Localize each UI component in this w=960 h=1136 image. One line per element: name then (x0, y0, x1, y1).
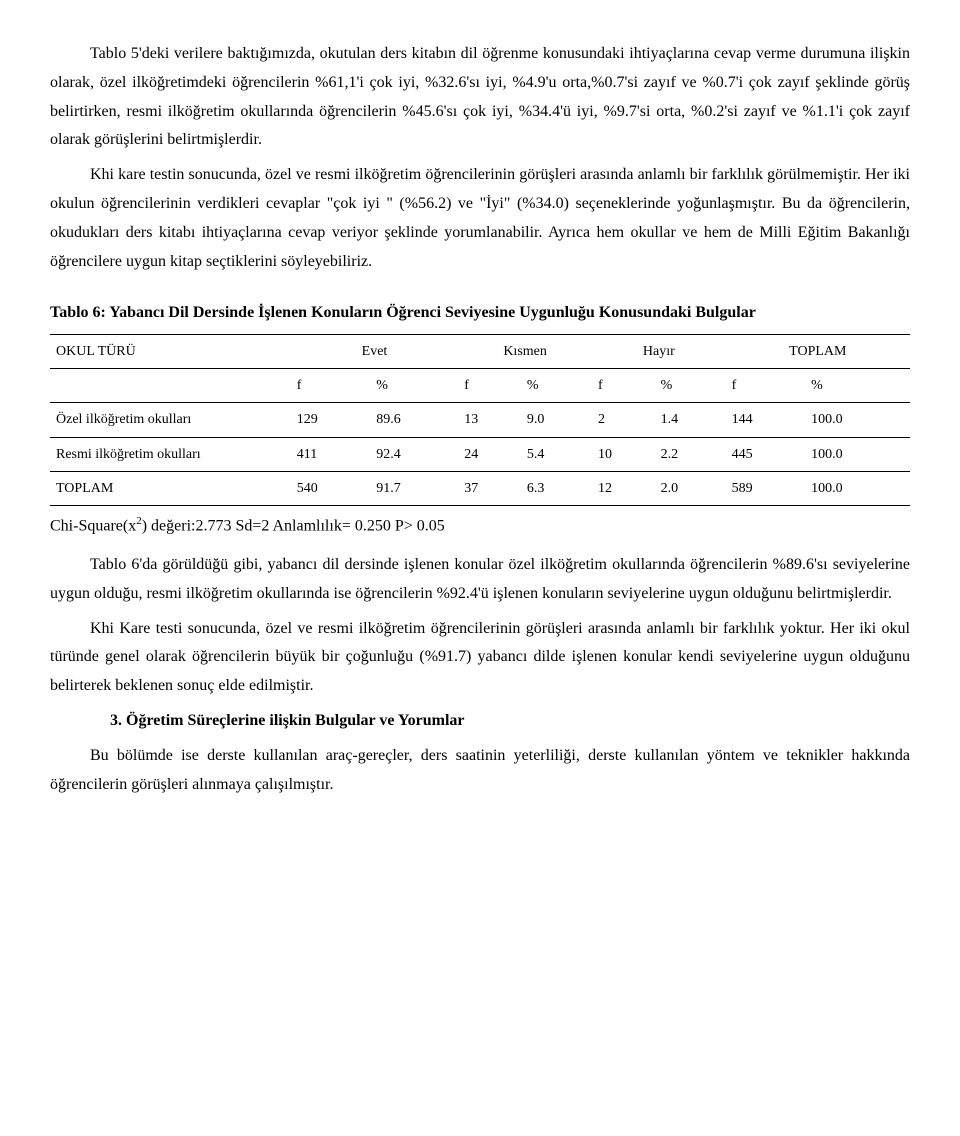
cell: 144 (726, 403, 805, 437)
table-6: OKUL TÜRÜ Evet Kısmen Hayır TOPLAM f % f… (50, 334, 910, 506)
table-6-title: Tablo 6: Yabancı Dil Dersinde İşlenen Ko… (50, 300, 910, 326)
total-label: TOPLAM (50, 471, 291, 505)
paragraph-3: Tablo 6'da görüldüğü gibi, yabancı dil d… (50, 551, 910, 609)
cell: 5.4 (521, 437, 592, 471)
paragraph-2: Khi kare testin sonucunda, özel ve resmi… (50, 161, 910, 276)
cell: 92.4 (370, 437, 458, 471)
cell: 37 (458, 471, 521, 505)
cell: 24 (458, 437, 521, 471)
paragraph-5: Bu bölümde ise derste kullanılan araç-ge… (50, 742, 910, 800)
col-school: OKUL TÜRÜ (50, 334, 291, 368)
cell: 2.2 (655, 437, 726, 471)
cell: 89.6 (370, 403, 458, 437)
section-3-heading: 3. Öğretim Süreçlerine ilişkin Bulgular … (50, 707, 910, 736)
cell: 9.0 (521, 403, 592, 437)
cell: 100.0 (805, 403, 910, 437)
sub-f: f (291, 369, 370, 403)
col-evet: Evet (291, 334, 458, 368)
cell: 10 (592, 437, 655, 471)
sub-f: f (592, 369, 655, 403)
table-header-row: OKUL TÜRÜ Evet Kısmen Hayır TOPLAM (50, 334, 910, 368)
sub-pct: % (521, 369, 592, 403)
cell: 100.0 (805, 471, 910, 505)
cell: 6.3 (521, 471, 592, 505)
cell: 540 (291, 471, 370, 505)
sub-f: f (726, 369, 805, 403)
cell: 2.0 (655, 471, 726, 505)
row-label: Özel ilköğretim okulları (50, 403, 291, 437)
cell: 445 (726, 437, 805, 471)
cell: 91.7 (370, 471, 458, 505)
paragraph-1: Tablo 5'deki verilere baktığımızda, okut… (50, 40, 910, 155)
sub-pct: % (805, 369, 910, 403)
cell: 100.0 (805, 437, 910, 471)
cell: 2 (592, 403, 655, 437)
cell: 129 (291, 403, 370, 437)
sub-pct: % (655, 369, 726, 403)
col-toplam: TOPLAM (726, 334, 910, 368)
cell: 13 (458, 403, 521, 437)
paragraph-4: Khi Kare testi sonucunda, özel ve resmi … (50, 615, 910, 701)
row-label: Resmi ilköğretim okulları (50, 437, 291, 471)
table-subheader-row: f % f % f % f % (50, 369, 910, 403)
cell: 589 (726, 471, 805, 505)
sub-pct: % (370, 369, 458, 403)
cell: 12 (592, 471, 655, 505)
table-row: Özel ilköğretim okulları 129 89.6 13 9.0… (50, 403, 910, 437)
cell: 1.4 (655, 403, 726, 437)
sub-f: f (458, 369, 521, 403)
stat-rest: ) değeri:2.773 Sd=2 Anlamlılık= 0.250 P>… (142, 517, 445, 534)
chi-square-line: Chi-Square(x2) değeri:2.773 Sd=2 Anlamlı… (50, 512, 910, 541)
col-hayir: Hayır (592, 334, 726, 368)
col-kismen: Kısmen (458, 334, 592, 368)
stat-prefix: Chi-Square(x (50, 517, 136, 534)
cell: 411 (291, 437, 370, 471)
table-row: Resmi ilköğretim okulları 411 92.4 24 5.… (50, 437, 910, 471)
table-total-row: TOPLAM 540 91.7 37 6.3 12 2.0 589 100.0 (50, 471, 910, 505)
